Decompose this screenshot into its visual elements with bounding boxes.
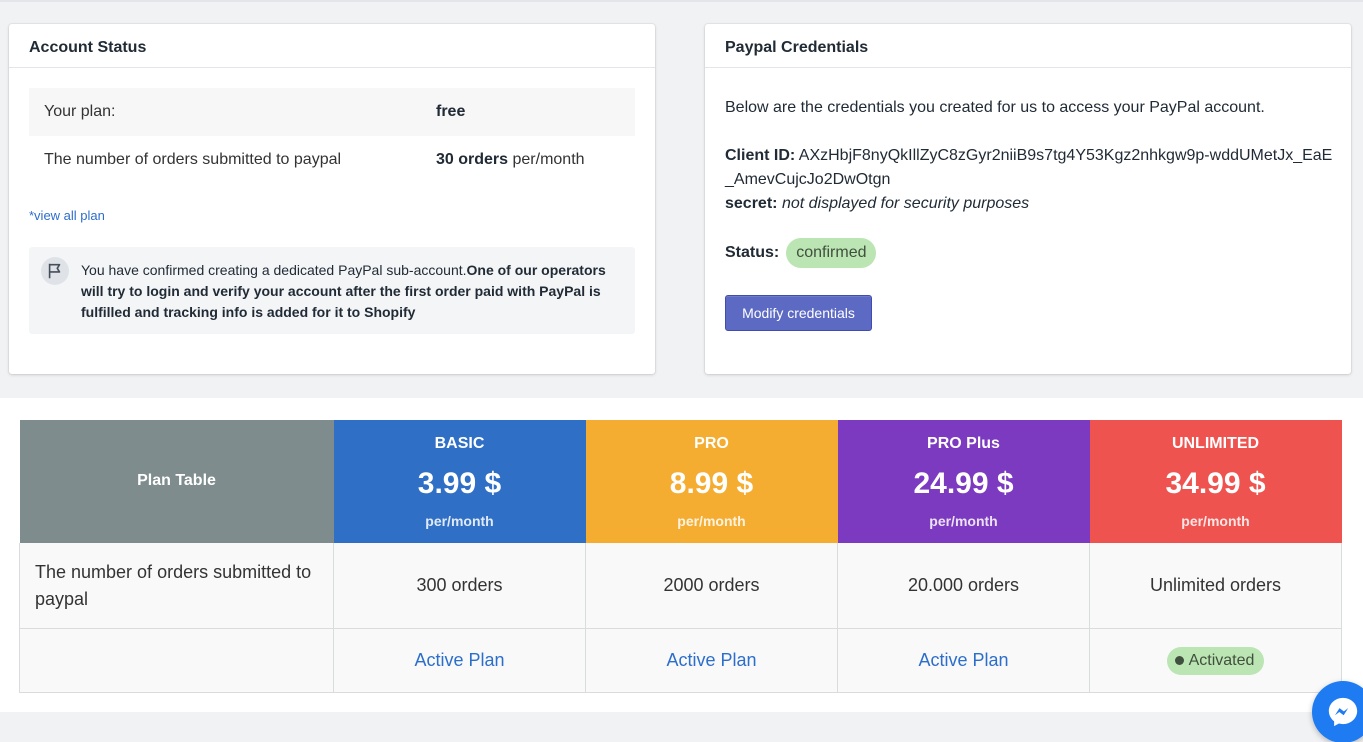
top-divider (0, 0, 1363, 2)
status-badge: confirmed (786, 238, 877, 268)
plan-table: Plan Table BASIC 3.99 $ per/month PRO 8.… (19, 419, 1342, 693)
client-id-line: Client ID: AXzHbjF8nyQkIllZyC8zGyr2niiB9… (725, 147, 1333, 188)
notice-text: You have confirmed creating a dedicated … (81, 262, 467, 278)
plan-header-pro-plus: PRO Plus 24.99 $ per/month (837, 419, 1090, 543)
plan-value: free (436, 103, 466, 120)
plan-price: 8.99 $ (669, 467, 754, 500)
activated-badge: Activated (1166, 646, 1265, 675)
plan-orders-row: The number of orders submitted to paypal… (19, 542, 1342, 629)
plan-name: BASIC (434, 435, 485, 452)
secret-line: secret: not displayed for security purpo… (725, 195, 1030, 212)
modify-credentials-button[interactable]: Modify credentials (725, 295, 872, 331)
plan-header-unlimited: UNLIMITED 34.99 $ per/month (1089, 419, 1342, 543)
active-plan-pro-link[interactable]: Active Plan (666, 650, 757, 670)
messenger-icon[interactable] (1312, 681, 1363, 742)
plan-period: per/month (677, 513, 746, 529)
plan-price: 34.99 $ (1165, 467, 1266, 500)
credentials-status: Status: confirmed (725, 238, 877, 268)
plan-table-title: Plan Table (19, 419, 334, 543)
secret-value: not displayed for security purposes (781, 195, 1030, 212)
unlimited-orders: Unlimited orders (1089, 542, 1342, 629)
pro-action-cell: Active Plan (585, 628, 838, 693)
plan-period: per/month (425, 513, 494, 529)
orders-label: The number of orders submitted to paypal (44, 151, 342, 168)
orders-row: The number of orders submitted to paypal… (29, 136, 635, 184)
active-plan-pro-plus-link[interactable]: Active Plan (918, 650, 1009, 670)
plan-label: Your plan: (44, 103, 116, 120)
account-details-table: Your plan: free The number of orders sub… (29, 88, 635, 184)
plan-header-pro: PRO 8.99 $ per/month (585, 419, 838, 543)
credentials-intro: Below are the credentials you created fo… (725, 99, 1265, 116)
plan-name: PRO (694, 435, 729, 452)
plan-action-row: Active Plan Active Plan Active Plan Acti… (19, 628, 1342, 693)
credentials-info: Below are the credentials you created fo… (725, 96, 1335, 216)
plan-period: per/month (929, 513, 998, 529)
action-row-label (19, 628, 334, 693)
plan-name: PRO Plus (927, 435, 1000, 452)
basic-action-cell: Active Plan (333, 628, 586, 693)
plans-panel: Plan Table BASIC 3.99 $ per/month PRO 8.… (0, 398, 1363, 712)
account-status-card: Account Status Your plan: free The numbe… (9, 24, 655, 374)
plan-price: 3.99 $ (417, 467, 502, 500)
orders-row-label: The number of orders submitted to paypal (19, 542, 334, 629)
subaccount-notice: You have confirmed creating a dedicated … (29, 247, 635, 334)
plan-header-basic: BASIC 3.99 $ per/month (333, 419, 586, 543)
paypal-credentials-title: Paypal Credentials (705, 24, 1351, 68)
paypal-credentials-card: Paypal Credentials Below are the credent… (705, 24, 1351, 374)
pro-plus-orders: 20.000 orders (837, 542, 1090, 629)
status-label: Status: (725, 244, 780, 261)
plan-period: per/month (1181, 513, 1250, 529)
pro-orders: 2000 orders (585, 542, 838, 629)
orders-value: 30 orders per/month (436, 151, 585, 168)
active-plan-basic-link[interactable]: Active Plan (414, 650, 505, 670)
plan-name: UNLIMITED (1171, 435, 1260, 452)
client-id-value: AXzHbjF8nyQkIllZyC8zGyr2niiB9s7tg4Y53Kgz… (725, 147, 1333, 188)
plan-price: 24.99 $ (913, 467, 1014, 500)
view-all-plan-link[interactable]: *view all plan (29, 208, 105, 223)
status-dot-icon (1174, 656, 1184, 665)
plan-row: Your plan: free (29, 88, 635, 136)
account-status-title: Account Status (9, 24, 655, 68)
flag-icon (41, 257, 69, 285)
pro-plus-action-cell: Active Plan (837, 628, 1090, 693)
basic-orders: 300 orders (333, 542, 586, 629)
notice-bold-text: One of our operators will try to login a… (81, 262, 606, 320)
plan-header-row: Plan Table BASIC 3.99 $ per/month PRO 8.… (19, 419, 1342, 543)
unlimited-action-cell: Activated (1089, 628, 1342, 693)
